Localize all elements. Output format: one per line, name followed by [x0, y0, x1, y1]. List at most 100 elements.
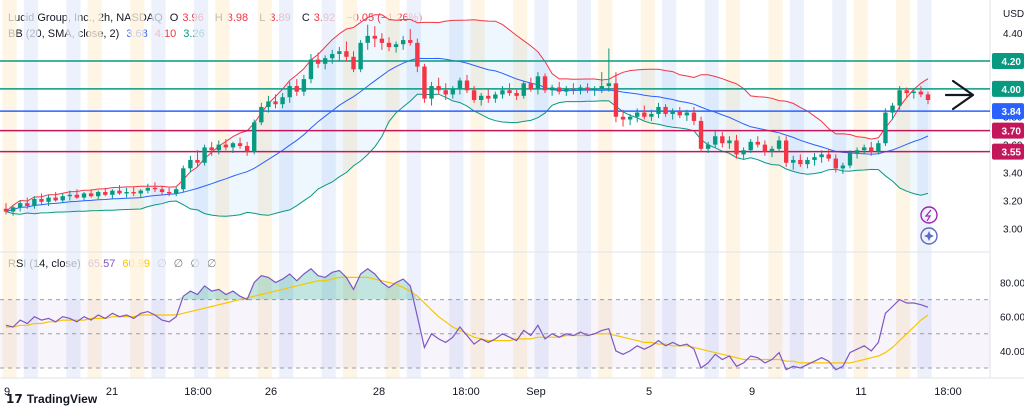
x-tick-label: 21 [106, 386, 118, 398]
currency-label: USD [1003, 9, 1024, 20]
candle-body [812, 157, 817, 160]
candle-body [677, 111, 682, 116]
candle-body [230, 143, 236, 148]
candle-body [96, 192, 101, 197]
candle-body [294, 86, 299, 92]
candle-body [727, 140, 732, 144]
candle-body [592, 88, 597, 91]
rsi-tick-label: 60.00 [1000, 313, 1024, 324]
level-badge [992, 143, 1024, 160]
candle-body [557, 87, 562, 92]
candle-body [17, 203, 23, 208]
candle-body [393, 44, 399, 48]
candle-body [308, 59, 314, 80]
session-stripe [321, 0, 336, 378]
candle-body [67, 194, 73, 197]
candle-body [741, 150, 746, 155]
session-stripe [576, 0, 592, 378]
candle-body [74, 194, 80, 198]
session-stripe [66, 0, 81, 378]
rsi-overbought-fill [367, 268, 375, 300]
candle-body [471, 90, 477, 101]
candle-body [244, 146, 250, 152]
candle-body [103, 192, 108, 195]
x-tick-label: 18:00 [452, 386, 480, 398]
session-stripe [662, 0, 677, 378]
rsi-overbought-fill [310, 268, 319, 300]
candle-body [166, 192, 172, 194]
candle-body [386, 42, 392, 48]
rsi-overbought-fill [218, 289, 226, 300]
candle-body [46, 197, 51, 202]
session-stripe [342, 0, 358, 378]
session-stripe [704, 0, 719, 378]
y-tick-label: 3.00 [1003, 224, 1023, 235]
candle-body [60, 196, 65, 201]
rsi-overbought-fill [332, 270, 340, 300]
session-stripe [151, 0, 166, 378]
x-tick-label: 9 [749, 386, 755, 398]
session-stripe [23, 0, 38, 378]
candle-body [408, 40, 413, 43]
session-stripe [640, 0, 655, 378]
session-stripe [385, 0, 400, 378]
lightning-glyph-icon [924, 209, 932, 222]
rsi-extra-2: ∅ [173, 258, 184, 270]
candle-body [209, 147, 214, 151]
candle-body [237, 143, 243, 147]
session-stripe [598, 0, 613, 378]
session-stripe [832, 0, 847, 378]
rsi-overbought-fill [346, 277, 354, 300]
rsi-overbought-fill [197, 285, 205, 300]
candle-body [854, 150, 860, 153]
session-stripe [130, 0, 145, 378]
candle-body [266, 101, 271, 107]
rsi-tick-label: 80.00 [1000, 279, 1024, 290]
candle-body [925, 94, 931, 101]
candle-body [10, 207, 16, 212]
tradingview-logo[interactable]: 17 TradingView [6, 392, 97, 406]
candle-body [223, 144, 229, 148]
candle-body [542, 76, 548, 91]
candle-body [627, 116, 633, 120]
candle-body [287, 86, 292, 98]
level-badge [992, 103, 1024, 120]
candle-body [620, 116, 626, 120]
rsi-overbought-fill [204, 285, 212, 300]
candle-body [159, 189, 165, 193]
candle-body [32, 198, 37, 206]
rsi-overbought-fill [261, 275, 269, 300]
level-badge [992, 52, 1024, 69]
candle-body [613, 83, 619, 117]
x-tick-label: 28 [373, 386, 385, 398]
candle-body [847, 152, 853, 166]
level-badge [992, 80, 1024, 97]
rsi-overbought-fill [225, 291, 233, 300]
candle-body [400, 40, 406, 45]
candle-body [415, 42, 420, 67]
candle-body [776, 140, 782, 149]
candle-body [500, 90, 505, 95]
candle-body [571, 88, 576, 91]
x-tick-label: 11 [855, 386, 866, 398]
candle-body [918, 91, 924, 95]
candle-body [181, 168, 186, 190]
x-tick-label: 9 [4, 386, 10, 398]
candle-body [897, 90, 902, 106]
rsi-overbought-fill [268, 277, 276, 300]
candle-body [507, 90, 512, 94]
candle-body [188, 159, 193, 169]
candle-body [478, 95, 484, 101]
candle-body [840, 165, 846, 169]
level-badge [992, 122, 1024, 139]
candle-body [606, 83, 612, 87]
candle-body [805, 159, 810, 165]
rsi-overbought-fill [183, 291, 191, 300]
sparkle-icon [920, 227, 938, 245]
candle-body [315, 59, 321, 64]
candle-body [748, 141, 753, 151]
rsi-line [5, 268, 929, 371]
rsi-overbought-fill [190, 291, 198, 300]
level-badge-label: 3.70 [1002, 127, 1022, 138]
